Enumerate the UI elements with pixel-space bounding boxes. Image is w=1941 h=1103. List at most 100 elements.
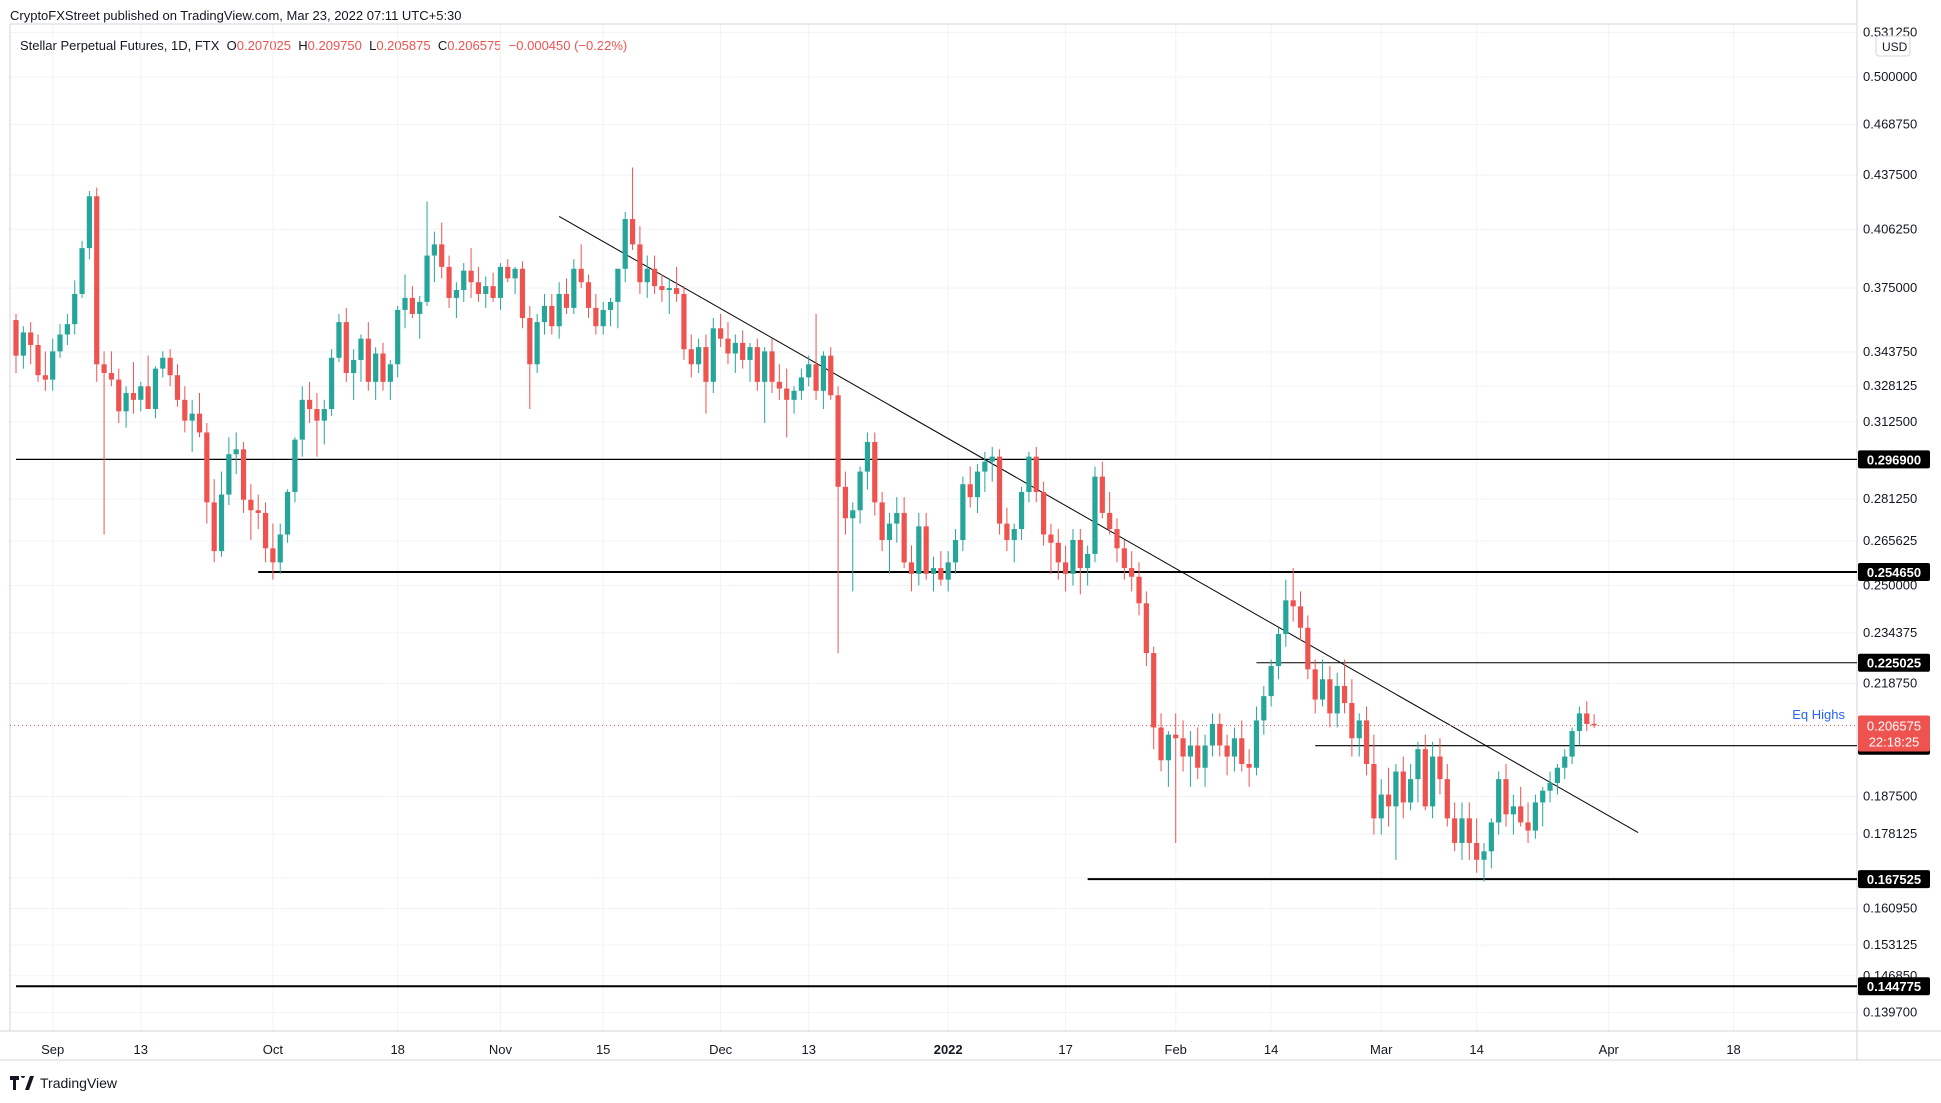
candle-up [806, 355, 812, 387]
level-price-label: 0.167525 [1867, 872, 1921, 887]
y-tick-label: 0.500000 [1863, 69, 1917, 84]
candle-body [952, 539, 959, 563]
candle-up [1459, 802, 1465, 860]
x-tick-label: Nov [489, 1042, 513, 1057]
candle-body [218, 494, 225, 552]
candle-body [1466, 818, 1472, 843]
candle-body [490, 286, 496, 298]
candle-down [527, 305, 533, 410]
candle-up [1569, 727, 1575, 765]
candle-up [1378, 779, 1384, 835]
candle-up [1576, 706, 1583, 746]
candle-down [681, 286, 687, 360]
candle-down [1173, 713, 1179, 843]
candle-body [270, 548, 276, 563]
candle-body [1026, 456, 1032, 492]
candle-body [1018, 491, 1025, 530]
candle-body [307, 399, 313, 410]
candle-down [578, 244, 584, 289]
y-tick-label: 0.312500 [1863, 414, 1917, 429]
candle-body [1393, 771, 1399, 807]
candle-body [86, 196, 92, 249]
candle-down [248, 484, 254, 540]
candle-body [806, 364, 812, 378]
candle-up [600, 301, 606, 335]
x-tick-label: Oct [263, 1042, 284, 1057]
candle-body [321, 409, 327, 421]
candle-down [1466, 802, 1472, 860]
candle-body [798, 377, 804, 391]
candle-down [490, 272, 496, 302]
candle-body [864, 442, 871, 472]
candle-body [497, 266, 504, 298]
candle-up [1430, 741, 1436, 819]
candle-body [659, 286, 665, 291]
candle-up [916, 512, 922, 586]
candle-body [1187, 745, 1193, 757]
candle-up [72, 280, 78, 335]
candle-up [1547, 771, 1553, 803]
level-price-label: 0.296900 [1867, 452, 1921, 467]
candle-body [116, 379, 122, 412]
x-tick-label: 14 [1264, 1042, 1278, 1057]
candle-down [718, 313, 724, 348]
candle-body [50, 351, 56, 380]
x-tick-label: 18 [1726, 1042, 1740, 1057]
candle-body [1481, 851, 1487, 860]
candle-up [1231, 727, 1238, 772]
candle-body [527, 318, 533, 365]
candle-body [512, 268, 518, 279]
candle-down [475, 266, 482, 302]
y-tick-label: 0.343750 [1863, 344, 1917, 359]
candle-body [556, 293, 562, 327]
candle-up [138, 381, 144, 412]
candle-down [1180, 720, 1186, 772]
candle-body [461, 270, 467, 291]
candle-body [365, 338, 371, 382]
candle-body [108, 373, 115, 380]
candle-up [233, 432, 239, 475]
candle-body [1356, 720, 1362, 739]
x-tick-label: Feb [1165, 1042, 1187, 1057]
candle-body [174, 375, 181, 400]
candle-down [776, 364, 782, 400]
candle-body [1077, 539, 1083, 569]
x-tick-label: 17 [1058, 1042, 1072, 1057]
candle-up [1253, 706, 1260, 776]
candle-down [1371, 734, 1377, 835]
candle-body [1180, 738, 1186, 757]
candle-body [1415, 749, 1421, 780]
candle-up [1554, 764, 1560, 795]
candle-down [1363, 706, 1370, 776]
candle-body [1275, 634, 1282, 667]
candle-body [351, 359, 357, 374]
candle-down [42, 351, 48, 391]
candle-body [784, 388, 790, 400]
candle-body [1510, 806, 1516, 815]
candle-body [329, 357, 335, 410]
candle-body [1231, 738, 1238, 757]
candle-body [387, 364, 393, 382]
currency-label: USD [1882, 40, 1908, 54]
candle-up [152, 366, 159, 419]
candle-up [329, 349, 335, 416]
candle-body [1532, 802, 1538, 831]
candle-body [255, 510, 261, 513]
candle-body [1430, 756, 1436, 807]
candle-up [277, 523, 283, 574]
candle-body [519, 268, 526, 319]
candle-body [1584, 713, 1590, 724]
candle-body [211, 502, 217, 552]
candle-up [732, 334, 738, 374]
level-price-label: 0.144775 [1867, 979, 1921, 994]
candle-body [644, 268, 650, 283]
level-price-label: 0.225025 [1867, 656, 1921, 671]
candle-body [1305, 627, 1311, 670]
candle-up [79, 240, 85, 298]
candle-down [1048, 523, 1054, 574]
symbol-legend: Stellar Perpetual Futures, 1D, FTX O0.20… [20, 38, 627, 53]
footer-brand[interactable]: TradingView [10, 1075, 117, 1091]
candle-up [373, 347, 379, 400]
candle-body [718, 328, 724, 339]
